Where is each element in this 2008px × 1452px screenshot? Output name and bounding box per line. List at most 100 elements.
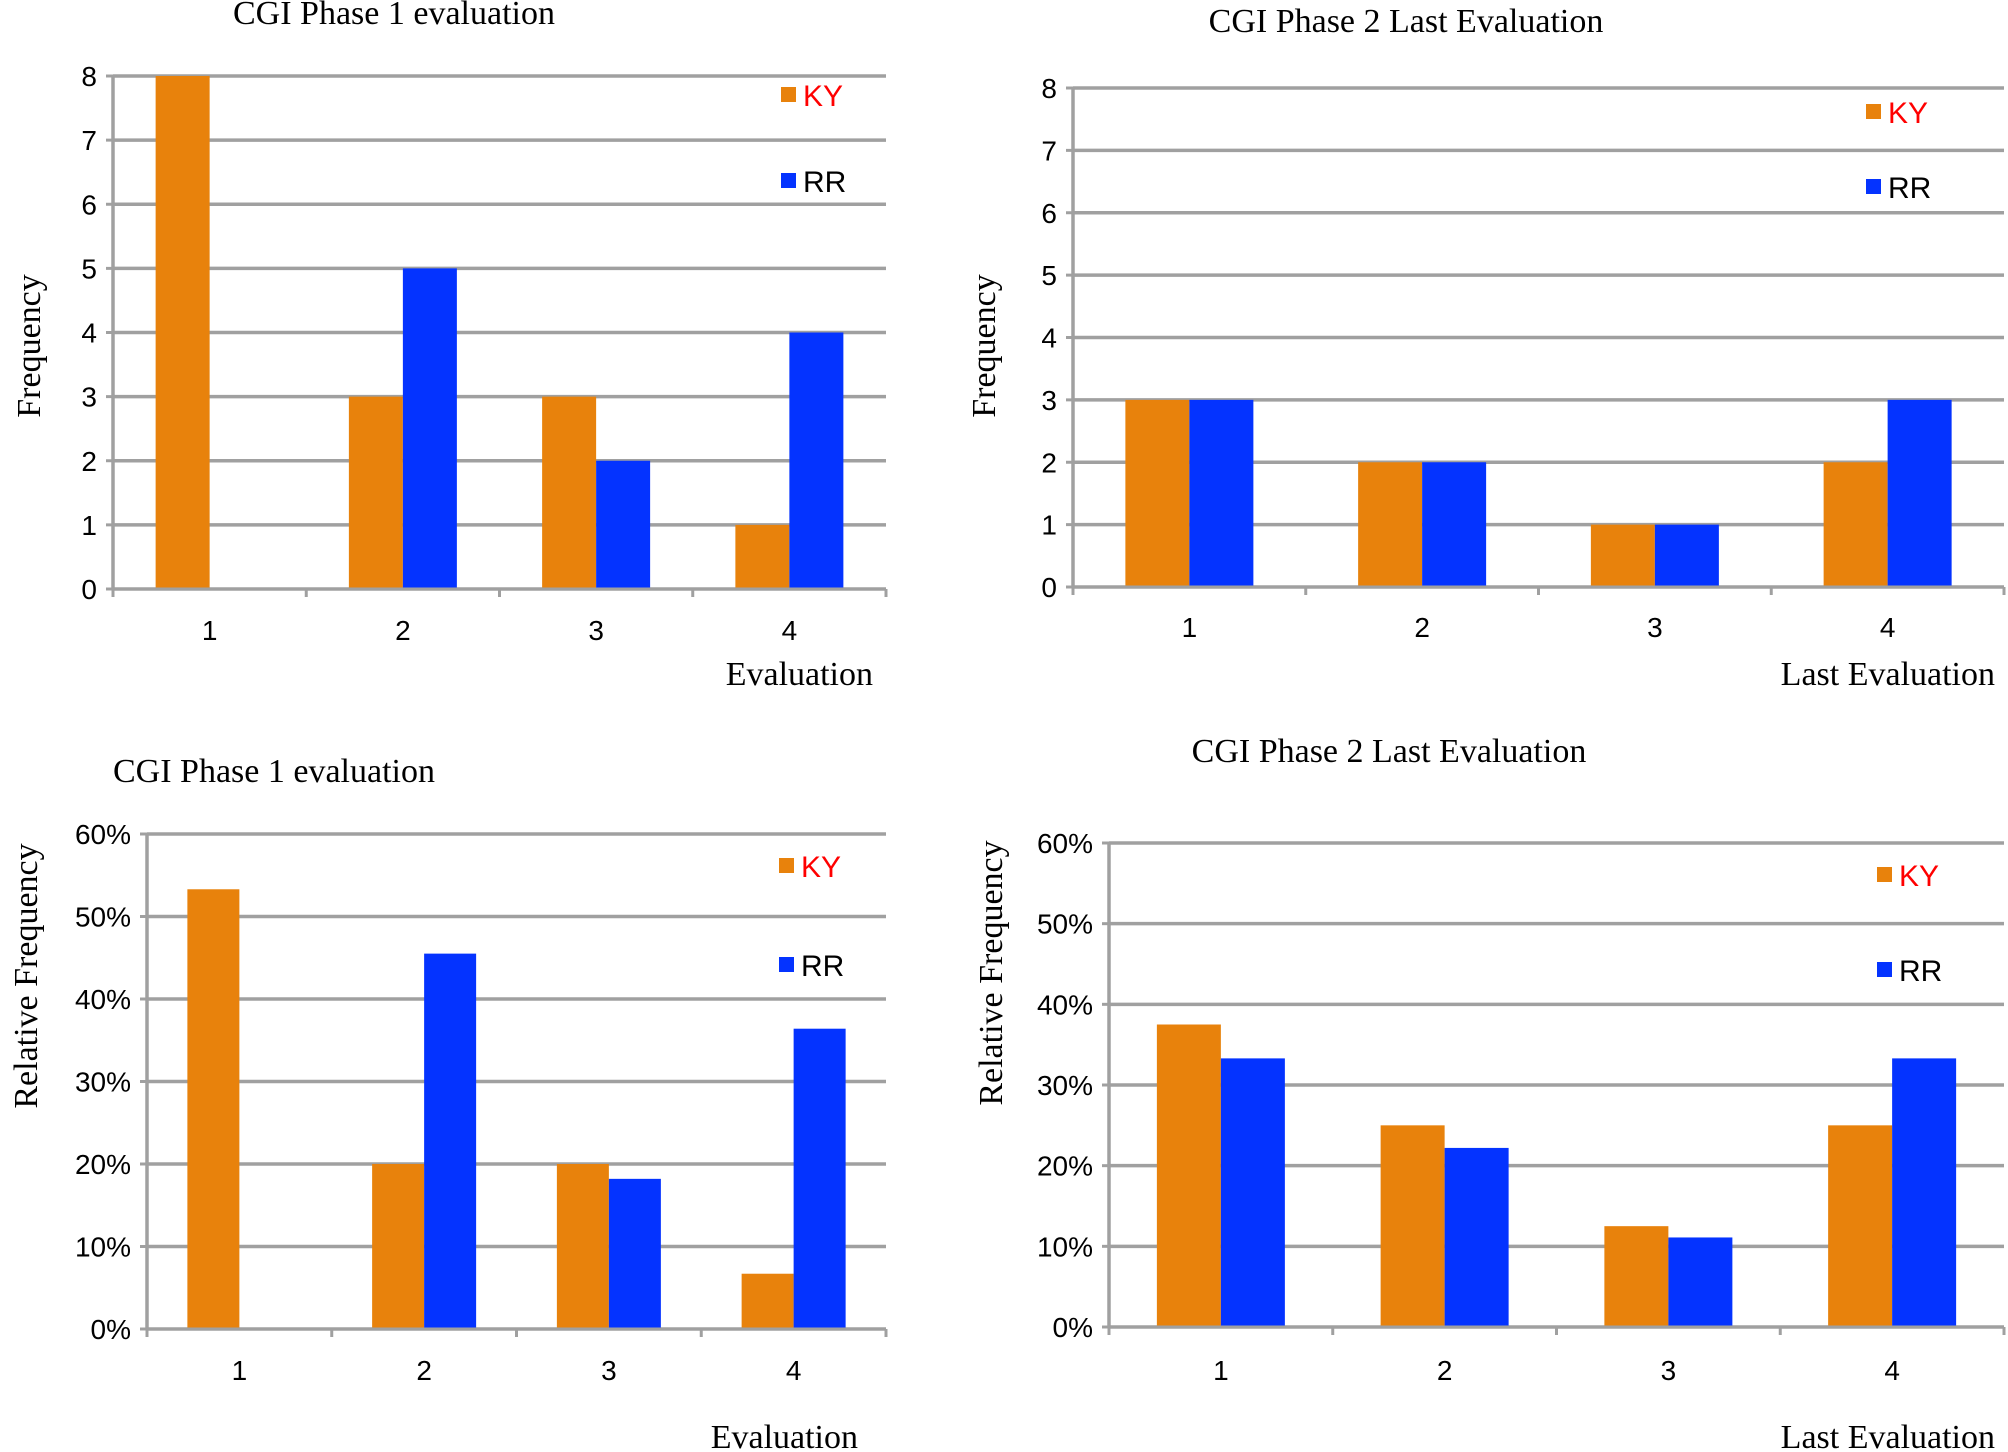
legend-label-ky: KY [1888,97,1928,130]
x-tick-label: 2 [416,1355,432,1386]
legend-swatch-ky [1877,867,1892,882]
y-axis-label: Relative Frequency [8,843,45,1108]
y-tick-label: 2 [81,446,97,477]
x-tick-label: 4 [782,615,798,646]
y-tick-label: 10% [1037,1231,1093,1262]
bar-rr [789,332,844,588]
x-axis-label: Last Evaluation [1781,1419,1995,1452]
legend-swatch-rr [1866,179,1881,194]
legend-label-ky: KY [803,80,843,113]
y-tick-label: 0% [1053,1312,1093,1343]
x-tick-label: 3 [588,615,604,646]
bar-ky [348,396,403,588]
y-tick-label: 5 [81,253,97,284]
x-tick-label: 1 [1213,1355,1229,1386]
y-tick-label: 7 [1041,135,1057,166]
bar-ky [1604,1226,1669,1326]
y-tick-label: 2 [1041,447,1057,478]
y-tick-label: 6 [81,189,97,220]
chart-4: 0% 10% 20% 30% 40% 50% 60% 1 2 3 4 CGI Phase 2 Last… [973,733,2006,1452]
chart-title: CGI Phase 2 Last Evaluation [1192,733,1587,770]
x-tick-label: 3 [601,1355,617,1386]
y-tick-label: 60% [1037,828,1093,859]
bar-ky [1828,1125,1893,1326]
legend-swatch-ky [1866,104,1881,119]
y-tick-label: 30% [75,1067,131,1098]
y-axis-label: Relative Frequency [973,840,1010,1105]
y-tick-label: 50% [1037,909,1093,940]
x-tick-label: 4 [1880,612,1896,643]
bar-rr [1220,1058,1285,1326]
chart-title: CGI Phase 2 Last Evaluation [1209,3,1604,40]
bar-rr [424,953,477,1328]
bar-ky [1590,524,1655,586]
bar-rr [608,1178,661,1328]
legend-swatch-ky [779,858,794,873]
x-tick-label: 4 [1884,1355,1900,1386]
y-tick-label: 0% [91,1314,131,1345]
y-tick-label: 1 [81,510,97,541]
bar-ky [1380,1125,1445,1326]
x-tick-label: 3 [1647,612,1663,643]
chart-title: CGI Phase 1 evaluation [233,0,555,32]
legend-label-rr: RR [1899,955,1942,988]
bar-ky [735,524,790,588]
bar-ky [1156,1024,1221,1326]
bar-rr [1189,399,1254,586]
y-tick-label: 20% [75,1149,131,1180]
bar-rr [596,460,651,588]
y-tick-label: 8 [1041,73,1057,104]
bar-rr [1892,1058,1957,1326]
x-tick-label: 4 [786,1355,802,1386]
bar-ky [556,1164,609,1328]
y-tick-label: 60% [75,819,131,850]
y-tick-label: 4 [81,318,97,349]
legend-swatch-rr [779,957,794,972]
chart-title: CGI Phase 1 evaluation [113,753,435,790]
legend-swatch-rr [781,173,796,188]
bar-rr [1444,1147,1509,1326]
bar-rr [402,268,457,588]
y-tick-label: 7 [81,125,97,156]
bar-rr [793,1028,846,1328]
legend-label-rr: RR [801,950,844,983]
bar-ky [1358,462,1423,586]
x-tick-label: 2 [1437,1355,1453,1386]
y-tick-label: 1 [1041,510,1057,541]
chart-3: 0% 10% 20% 30% 40% 50% 60% 1 2 3 4 CGI Phase 1 eval… [8,753,888,1452]
bar-ky [1125,399,1190,586]
bar-rr [1422,462,1487,586]
y-tick-label: 20% [1037,1151,1093,1182]
x-tick-label: 1 [232,1355,248,1386]
y-tick-label: 6 [1041,198,1057,229]
y-axis-label: Frequency [966,274,1003,418]
y-axis-label: Frequency [11,274,48,418]
y-tick-label: 40% [75,984,131,1015]
legend-label-rr: RR [803,166,846,199]
bar-rr [1668,1237,1733,1326]
bar-ky [542,396,597,588]
bar-ky [187,889,240,1328]
legend-label-ky: KY [801,851,841,884]
y-tick-label: 30% [1037,1070,1093,1101]
y-tick-label: 0 [1041,572,1057,603]
chart-2: 0 1 2 3 4 5 6 7 8 1 2 3 4 CGI Phase 2 Last Evaluation… [966,3,2006,693]
y-tick-label: 5 [1041,260,1057,291]
bar-ky [155,76,210,588]
legend-label-ky: KY [1899,860,1939,893]
y-tick-label: 0 [81,574,97,605]
legend-label-rr: RR [1888,172,1931,205]
bar-rr [1654,524,1719,586]
y-tick-label: 3 [1041,385,1057,416]
legend-swatch-ky [781,87,796,102]
bar-ky [741,1273,794,1328]
y-tick-label: 8 [81,61,97,92]
chart-1: 0 1 2 3 4 5 6 7 8 1 2 3 4 CGI Phase 1 evaluation Evalu… [11,0,888,693]
x-axis-label: Evaluation [711,1419,858,1452]
bar-ky [372,1164,425,1328]
x-axis-label: Evaluation [726,656,873,693]
y-tick-label: 40% [1037,989,1093,1020]
x-tick-label: 3 [1661,1355,1677,1386]
y-tick-label: 50% [75,902,131,933]
